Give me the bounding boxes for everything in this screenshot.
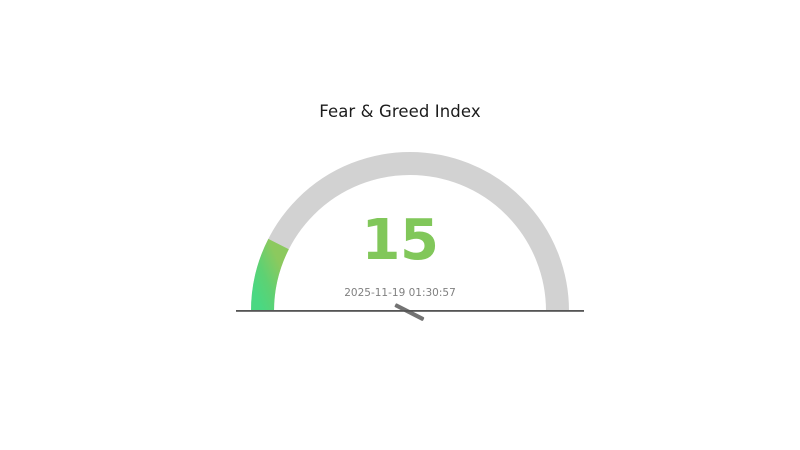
gauge-track-arc	[251, 152, 569, 312]
gauge-chart	[210, 140, 610, 325]
gauge-baseline	[236, 310, 584, 312]
gauge-svg	[236, 152, 584, 321]
gauge-value-text: 15	[361, 208, 439, 273]
gauge-needle-tick	[394, 303, 425, 321]
gauge-timestamp-text: 2025-11-19 01:30:57	[344, 287, 456, 299]
page-title: Fear & Greed Index	[319, 102, 481, 121]
gauge-needle	[394, 303, 425, 321]
gauge-value-arc	[251, 238, 289, 312]
